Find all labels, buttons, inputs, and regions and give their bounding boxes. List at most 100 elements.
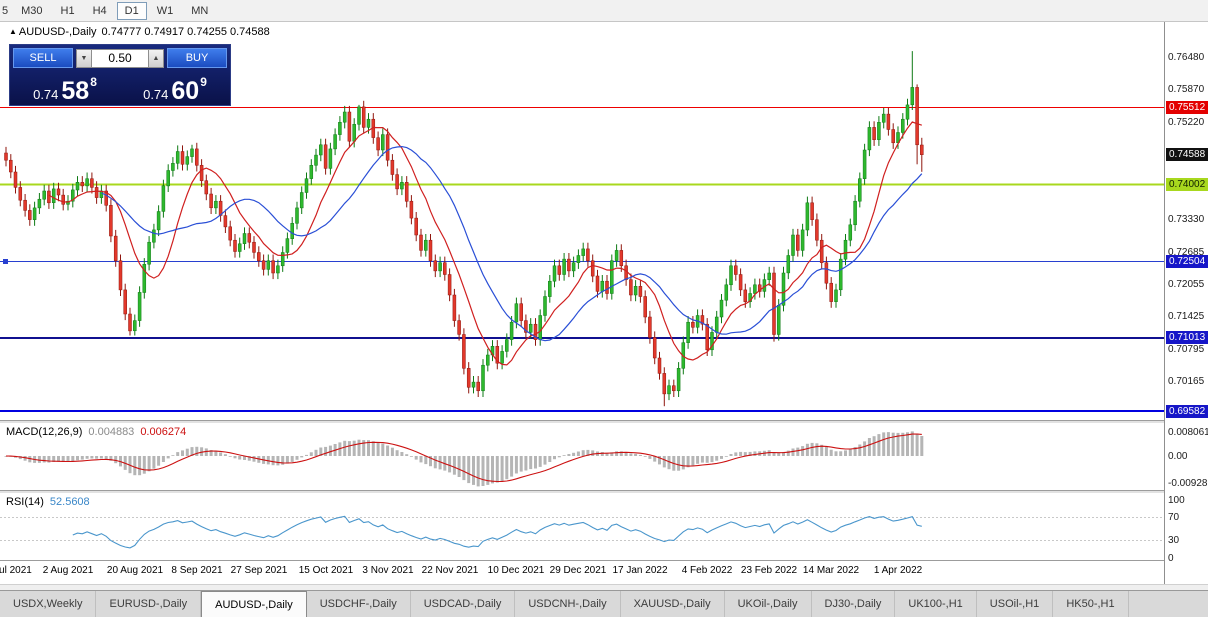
price-axis-label: 0.72685 xyxy=(1168,246,1205,258)
chart-title: ▲ AUDUSD-,Daily 0.74777 0.74917 0.74255 0.… xyxy=(9,26,270,38)
date-axis-label: 29 Dec 2021 xyxy=(549,565,607,576)
chart-tab-usdcnh-daily[interactable]: USDCNH-,Daily xyxy=(515,591,621,617)
rsi-value: 52.5608 xyxy=(49,496,90,508)
chart-symbol-label: AUDUSD-,Daily xyxy=(18,26,97,38)
price-axis-label: 0.75870 xyxy=(1168,83,1205,95)
price-axis-badge: 0.74588 xyxy=(1166,148,1208,162)
date-axis-label: 22 Nov 2021 xyxy=(421,565,479,576)
chart-tab-hk50-h1[interactable]: HK50-,H1 xyxy=(1053,591,1129,617)
date-axis-label: 8 Sep 2021 xyxy=(171,565,223,576)
panel-splitter[interactable] xyxy=(0,490,1208,494)
sell-price[interactable]: 0.74 58 8 xyxy=(10,71,120,105)
trade-prices-row: 0.74 58 8 0.74 60 9 xyxy=(10,71,230,105)
macd-label: MACD(12,26,9) xyxy=(6,426,83,438)
rsi-indicator-panel[interactable]: RSI(14) 52.5608 xyxy=(0,494,1164,560)
buy-button[interactable]: BUY xyxy=(167,48,227,68)
trade-controls-row: SELL ▼ 0.50 ▲ BUY xyxy=(10,45,230,71)
rsi-line xyxy=(72,515,922,549)
price-axis-badge: 0.75512 xyxy=(1166,100,1208,114)
macd-main-value: 0.004883 xyxy=(88,426,135,438)
volume-increase-icon[interactable]: ▲ xyxy=(148,48,164,68)
date-axis-label: 3 Nov 2021 xyxy=(362,565,414,576)
price-axis-label: 0.008061 xyxy=(1168,426,1208,438)
chart-tab-audusd-daily[interactable]: AUDUSD-,Daily xyxy=(201,591,307,617)
date-axis-label: 23 Feb 2022 xyxy=(740,565,798,576)
sell-price-frac: 0.74 xyxy=(33,87,59,102)
symbol-arrow-icon: ▲ xyxy=(9,27,17,36)
buy-price-frac: 0.74 xyxy=(143,87,169,102)
sell-button[interactable]: SELL xyxy=(13,48,73,68)
date-axis-label: 15 Oct 2021 xyxy=(298,565,354,576)
date-axis-label: 2 Aug 2021 xyxy=(42,565,94,576)
volume-stepper: ▼ 0.50 ▲ xyxy=(76,48,164,68)
macd-header: MACD(12,26,9) 0.004883 0.006274 xyxy=(6,426,186,438)
price-axis-label: 0.76480 xyxy=(1168,52,1205,64)
main-chart-panel[interactable] xyxy=(0,22,1164,420)
date-axis-label: 10 Dec 2021 xyxy=(487,565,545,576)
timeframe-button-d1[interactable]: D1 xyxy=(116,1,147,20)
price-axis-badge: 0.72504 xyxy=(1166,255,1208,268)
price-axis-label: 0.71425 xyxy=(1168,311,1205,323)
buy-price[interactable]: 0.74 60 9 xyxy=(120,71,230,105)
price-axis-label: 0.73330 xyxy=(1168,213,1205,225)
buy-price-sup: 9 xyxy=(200,75,207,89)
buy-price-pips: 60 xyxy=(171,77,200,105)
date-axis-label: 14 Jul 2021 xyxy=(0,565,32,576)
panel-splitter[interactable] xyxy=(0,420,1208,424)
ma-slow-line xyxy=(101,145,923,342)
price-axis: 0.76480 0.75870 0.75512 0.75220 0.74588 0.740… xyxy=(1164,22,1208,584)
date-axis-label: 14 Mar 2022 xyxy=(802,565,860,576)
chart-tab-usdx-weekly[interactable]: USDX,Weekly xyxy=(0,591,97,617)
price-axis-label: -0.00928 xyxy=(1168,477,1208,489)
chart-tab-xauusd-daily[interactable]: XAUUSD-,Daily xyxy=(621,591,725,617)
timeframe-partial-m5[interactable]: 5 xyxy=(2,4,9,17)
price-axis-label: 0.70795 xyxy=(1168,343,1205,355)
price-axis-label: 0 xyxy=(1168,552,1174,564)
date-axis-label: 20 Aug 2021 xyxy=(106,565,164,576)
ma-fast-line xyxy=(48,121,922,366)
candlestick-chart[interactable] xyxy=(0,22,1164,420)
date-axis-label: 1 Apr 2022 xyxy=(873,565,923,576)
macd-histogram xyxy=(4,431,924,487)
timeframe-toolbar: 5 M30 H1 H4 D1 W1 MN xyxy=(0,0,1208,22)
divider xyxy=(0,560,1208,561)
one-click-trading-panel: SELL ▼ 0.50 ▲ BUY 0.74 58 8 0.74 60 9 xyxy=(9,44,231,106)
price-axis-label: 0.70165 xyxy=(1168,375,1205,387)
candle-bodies xyxy=(4,87,924,395)
macd-signal-value: 0.006274 xyxy=(140,426,187,438)
chart-tab-dj30-daily[interactable]: DJ30-,Daily xyxy=(812,591,896,617)
chart-tab-usdchf-daily[interactable]: USDCHF-,Daily xyxy=(307,591,411,617)
date-axis-label: 17 Jan 2022 xyxy=(612,565,668,576)
rsi-header: RSI(14) 52.5608 xyxy=(6,496,90,508)
macd-signal-line xyxy=(5,433,922,483)
timeframe-button-m30[interactable]: M30 xyxy=(21,4,43,17)
chart-tab-usdcad-daily[interactable]: USDCAD-,Daily xyxy=(411,591,516,617)
chart-tab-uk100-h1[interactable]: UK100-,H1 xyxy=(895,591,977,617)
price-axis-badge: 0.71013 xyxy=(1166,331,1208,345)
price-axis-label: 0.72055 xyxy=(1168,279,1205,290)
rsi-chart xyxy=(0,515,1164,549)
sell-price-pips: 58 xyxy=(61,77,90,105)
timeframe-button-h1[interactable]: H1 xyxy=(60,4,75,17)
macd-chart xyxy=(4,431,924,487)
chart-tab-bar: USDX,Weekly EURUSD-,Daily AUDUSD-,Daily USD… xyxy=(0,590,1208,617)
price-axis-label: 0.75220 xyxy=(1168,116,1205,128)
timeframe-button-w1[interactable]: W1 xyxy=(156,4,174,17)
chart-tab-usoil-h1[interactable]: USOil-,H1 xyxy=(977,591,1054,617)
price-axis-label: 100 xyxy=(1168,494,1185,506)
timeframe-button-mn[interactable]: MN xyxy=(191,4,209,17)
volume-decrease-icon[interactable]: ▼ xyxy=(76,48,92,68)
rsi-label: RSI(14) xyxy=(6,496,44,508)
date-axis-label: 27 Sep 2021 xyxy=(230,565,288,576)
date-axis-label: 4 Feb 2022 xyxy=(681,565,733,576)
date-axis: 14 Jul 2021 2 Aug 2021 20 Aug 2021 8 Sep 20… xyxy=(0,561,1164,584)
chart-tab-ukoil-daily[interactable]: UKOil-,Daily xyxy=(725,591,812,617)
timeframe-button-h4[interactable]: H4 xyxy=(92,4,107,17)
price-axis-badge: 0.69582 xyxy=(1166,404,1208,418)
chart-tab-eurusd-daily[interactable]: EURUSD-,Daily xyxy=(96,591,202,617)
price-axis-label: 30 xyxy=(1168,535,1180,547)
macd-indicator-panel[interactable]: MACD(12,26,9) 0.004883 0.006274 xyxy=(0,424,1164,490)
price-axis-badge: 0.74002 xyxy=(1166,178,1208,192)
price-axis-label: 70 xyxy=(1168,511,1180,523)
volume-input[interactable]: 0.50 xyxy=(92,48,148,68)
